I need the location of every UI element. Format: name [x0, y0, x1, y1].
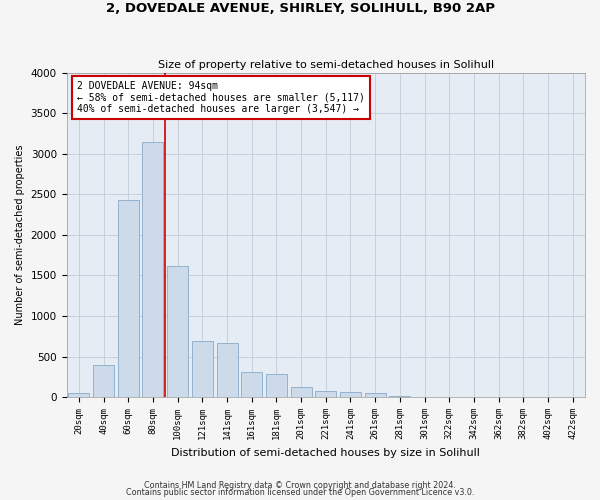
Bar — [241, 372, 262, 397]
Bar — [340, 392, 361, 397]
Bar — [192, 341, 213, 397]
Bar — [266, 374, 287, 397]
Bar — [217, 343, 238, 397]
Y-axis label: Number of semi-detached properties: Number of semi-detached properties — [15, 144, 25, 325]
Bar — [68, 393, 89, 397]
Text: 2, DOVEDALE AVENUE, SHIRLEY, SOLIHULL, B90 2AP: 2, DOVEDALE AVENUE, SHIRLEY, SOLIHULL, B… — [106, 2, 494, 16]
Text: 2 DOVEDALE AVENUE: 94sqm
← 58% of semi-detached houses are smaller (5,117)
40% o: 2 DOVEDALE AVENUE: 94sqm ← 58% of semi-d… — [77, 81, 365, 114]
Bar — [365, 393, 386, 397]
X-axis label: Distribution of semi-detached houses by size in Solihull: Distribution of semi-detached houses by … — [172, 448, 480, 458]
Bar — [315, 390, 336, 397]
Text: Contains HM Land Registry data © Crown copyright and database right 2024.: Contains HM Land Registry data © Crown c… — [144, 480, 456, 490]
Bar — [118, 200, 139, 397]
Bar — [167, 266, 188, 397]
Text: Contains public sector information licensed under the Open Government Licence v3: Contains public sector information licen… — [126, 488, 474, 497]
Title: Size of property relative to semi-detached houses in Solihull: Size of property relative to semi-detach… — [158, 60, 494, 70]
Bar — [290, 386, 311, 397]
Bar — [389, 396, 410, 397]
Bar — [142, 142, 163, 397]
Bar — [93, 364, 114, 397]
